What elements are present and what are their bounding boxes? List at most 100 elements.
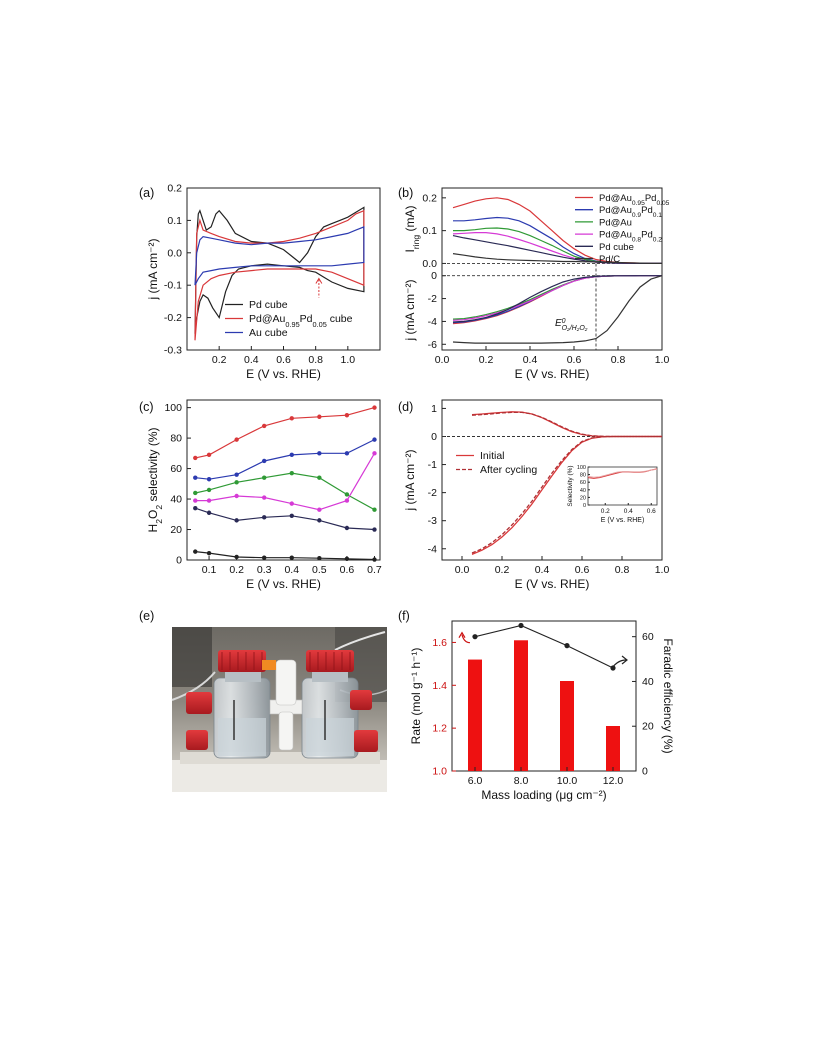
panel-c-point bbox=[317, 414, 322, 419]
panel-b-ylabel-bottom: j (mA cm⁻²) bbox=[403, 280, 417, 342]
panel-b-legend-label: Pd@Au0.95Pd0.05 bbox=[599, 193, 670, 207]
panel-a-cv-chart: 0.2 0.4 0.6 0.8 1.0 -0.3 -0.2 -0.1 0.0 0.1 0.2 E (V… bbox=[146, 183, 381, 381]
panel-d-ytick-label: -2 bbox=[428, 487, 437, 499]
panel-d-ytick-label: -1 bbox=[428, 459, 437, 471]
panel-d-inset-xtick-label: 0.6 bbox=[647, 508, 656, 515]
panel-c-point bbox=[372, 437, 377, 442]
panel-f-xtick-label: 6.0 bbox=[468, 775, 483, 787]
panel-f-fe-point bbox=[518, 622, 524, 629]
panel-a-ytick-label: -0.3 bbox=[164, 345, 182, 357]
panel-f-left-axis-arrow bbox=[461, 634, 471, 644]
panel-c-point bbox=[344, 413, 350, 418]
panel-d-inset-ytick-label: 100 bbox=[577, 465, 586, 471]
panel-d-inset-series-1 bbox=[587, 468, 658, 478]
panel-c-point bbox=[317, 518, 322, 523]
panel-b-ring-4 bbox=[452, 235, 662, 264]
panel-f-right-arrowhead bbox=[621, 655, 628, 665]
panel-c-xtick-label: 0.4 bbox=[284, 564, 299, 576]
panel-c-point bbox=[289, 501, 294, 506]
panel-a-xtick-label: 0.6 bbox=[276, 354, 291, 366]
panel-b-bottom-ytick-label: -6 bbox=[428, 339, 437, 351]
panel-d-xtick-label: 0.0 bbox=[455, 564, 470, 576]
panel-d-xlabel: E (V vs. RHE) bbox=[515, 577, 590, 591]
panel-c-point bbox=[317, 475, 322, 480]
panel-c-point bbox=[289, 452, 294, 458]
panel-c-point bbox=[234, 480, 239, 485]
panel-f-bar bbox=[606, 726, 620, 771]
panel-b-xlabel: E (V vs. RHE) bbox=[515, 367, 590, 381]
panel-b-top-ytick-label: 0.1 bbox=[422, 225, 437, 237]
panel-c-point bbox=[206, 498, 212, 503]
panel-c-ytick-label: 40 bbox=[170, 494, 182, 506]
left-bottle bbox=[186, 650, 271, 759]
panel-c-point bbox=[289, 416, 294, 421]
panel-d-ylabel: j (mA cm⁻²) bbox=[403, 450, 417, 512]
panel-b-xtick-label: 0.6 bbox=[567, 354, 582, 366]
panel-f-xlabel: Mass loading (μg cm⁻²) bbox=[481, 788, 606, 802]
panel-c-point bbox=[206, 487, 212, 493]
panel-label-d: (d) bbox=[398, 400, 413, 414]
panel-d-ytick-label: 1 bbox=[431, 403, 437, 415]
panel-c-series-3 bbox=[195, 452, 376, 511]
panel-c-point bbox=[206, 477, 212, 482]
panel-d-legend-label: After cycling bbox=[480, 464, 537, 476]
panel-c-point bbox=[317, 451, 322, 456]
panel-c-ytick-label: 60 bbox=[170, 463, 182, 475]
panel-c-point bbox=[234, 518, 239, 523]
panel-b-frame bbox=[441, 187, 663, 351]
panel-c-frame bbox=[186, 399, 381, 561]
panel-b-disk-4 bbox=[452, 275, 662, 323]
panel-c-xtick-label: 0.6 bbox=[340, 564, 355, 576]
panel-c-xtick-label: 0.3 bbox=[257, 564, 272, 576]
panel-d-inset-ytick-label: 60 bbox=[580, 480, 586, 486]
panel-f-xtick-label: 10.0 bbox=[557, 775, 578, 787]
panel-c-ytick-label: 80 bbox=[170, 433, 182, 445]
panel-b-rrde-chart: 0.0 0.2 0.4 0.6 0.8 1.0 0.0 0.1 0.2 0 -2 -4 -6 E0 O₂/H… bbox=[403, 187, 670, 381]
panel-c-point bbox=[193, 475, 198, 480]
panel-b-legend-label: Pd/C bbox=[599, 254, 620, 265]
panel-d-inset-xlabel: E (V vs. RHE) bbox=[601, 517, 645, 524]
panel-c-point bbox=[262, 555, 267, 560]
panel-c-point bbox=[206, 510, 212, 515]
panel-c-point bbox=[262, 423, 267, 429]
panel-d-inset-ytick-label: 0 bbox=[583, 503, 586, 509]
panel-f-frame bbox=[451, 620, 637, 772]
panel-a-series-2 bbox=[194, 226, 365, 286]
panel-d-inset-xtick-label: 0.4 bbox=[624, 508, 633, 515]
panel-c-point bbox=[372, 557, 377, 562]
panel-b-xtick-label: 1.0 bbox=[655, 354, 670, 366]
panel-a-xtick-label: 1.0 bbox=[341, 354, 356, 366]
panel-c-ytick-label: 100 bbox=[164, 402, 182, 414]
panel-c-point bbox=[289, 470, 294, 476]
panel-c-point bbox=[317, 507, 322, 512]
panel-d-inset-ytick-label: 80 bbox=[580, 473, 586, 479]
panel-c-series-5 bbox=[195, 551, 375, 561]
panel-f-fe-point bbox=[472, 634, 478, 640]
panel-a-series-1 bbox=[194, 209, 365, 341]
panel-d-frame bbox=[441, 399, 663, 561]
panel-label-a: (a) bbox=[139, 186, 154, 200]
panel-f-fe-point bbox=[610, 665, 616, 671]
panel-f-fe-point bbox=[564, 643, 570, 649]
panel-b-legend-label: Pd@Au bbox=[599, 217, 632, 228]
panel-f-bar bbox=[560, 681, 574, 771]
panel-c-xtick-label: 0.5 bbox=[312, 564, 327, 576]
panel-d-inset-ytick-label: 40 bbox=[580, 488, 586, 494]
panel-b-xtick-label: 0.8 bbox=[611, 354, 626, 366]
panel-b-bottom-ytick-label: 0 bbox=[431, 270, 437, 282]
panel-b-bottom-ytick-label: -4 bbox=[428, 316, 437, 328]
panel-c-point bbox=[193, 455, 198, 461]
panel-label-b: (b) bbox=[398, 186, 413, 200]
panel-d-stability-chart: 0.0 0.2 0.4 0.6 0.8 1.0 -4 -3 -2 -1 0 1 Initial After… bbox=[403, 399, 669, 591]
panel-c-series-1 bbox=[195, 439, 375, 480]
panel-d-inset-ytick-label: 20 bbox=[580, 495, 586, 501]
panel-c-xtick-label: 0.2 bbox=[229, 564, 244, 576]
panel-a-ytick-label: 0.0 bbox=[167, 247, 182, 259]
panel-b-top-ytick-label: 0.2 bbox=[422, 192, 437, 204]
panel-b-xtick-label: 0.0 bbox=[435, 354, 450, 366]
panel-c-point bbox=[289, 513, 294, 519]
panel-c-point bbox=[372, 451, 377, 456]
panel-a-xlabel: E (V vs. RHE) bbox=[246, 367, 321, 381]
panel-c-point bbox=[372, 405, 377, 410]
